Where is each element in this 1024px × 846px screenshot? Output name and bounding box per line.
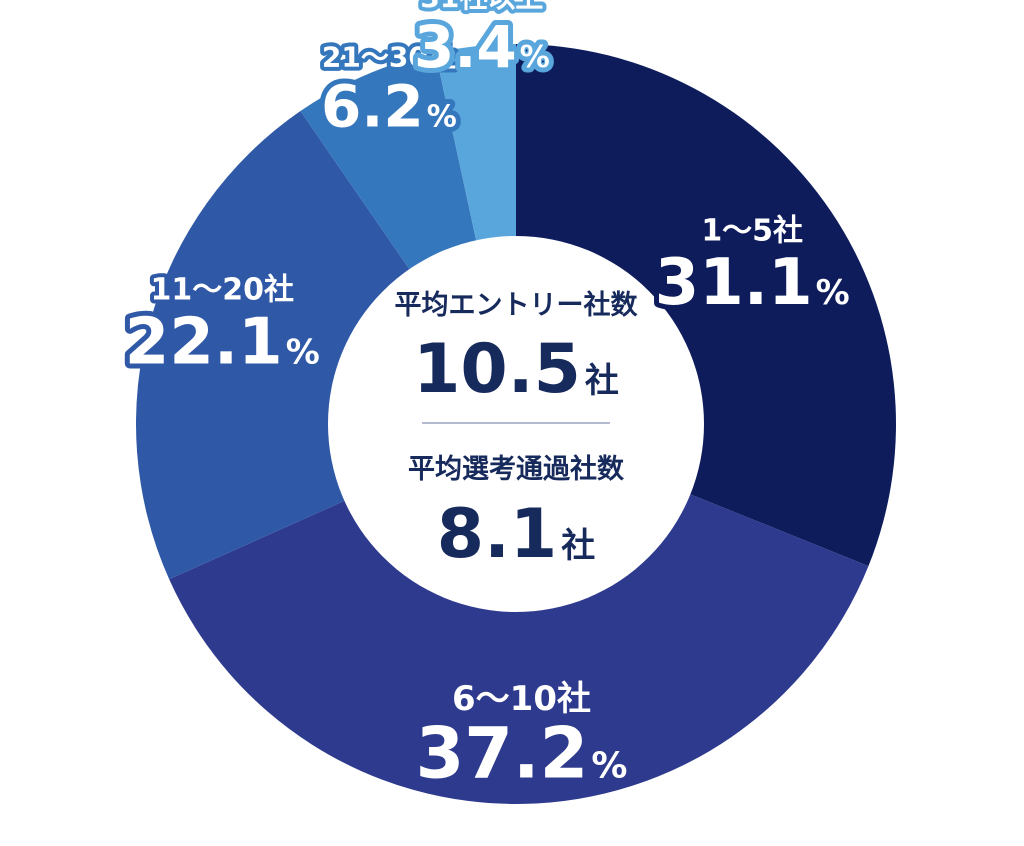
average-entry-label: 平均エントリー社数: [395, 289, 639, 321]
average-selection-value: 8.1 社: [437, 495, 595, 574]
center-summary: 平均エントリー社数 10.5 社 平均選考通過社数 8.1 社: [395, 289, 639, 574]
slice-2: [169, 424, 869, 804]
average-selection-label: 平均選考通過社数: [408, 453, 625, 485]
average-selection-number: 8.1: [437, 495, 557, 574]
slice-value-label: 37.2%: [416, 712, 628, 794]
average-entry-value: 10.5 社: [413, 330, 619, 409]
slice-value-label: 31.1%: [655, 246, 850, 320]
slice-category-label: 11～20社: [151, 273, 295, 308]
average-selection-unit: 社: [561, 526, 595, 566]
slice-category-label: 1～5社: [701, 214, 803, 249]
slice-value-label: 6.2%: [321, 72, 457, 140]
slice-value-label: 22.1%: [125, 305, 320, 379]
average-entry-unit: 社: [585, 361, 619, 401]
slice-category-label: 31社以上: [420, 0, 543, 14]
donut-hole: [328, 236, 704, 612]
slice-value-label: 3.4%: [414, 13, 550, 81]
slice-category-label: 6～10社: [452, 679, 591, 719]
average-entry-number: 10.5: [413, 330, 581, 409]
slice-category-label: 21～30社: [322, 40, 456, 73]
slice-label-5: 31社以上3.4%: [409, 0, 555, 86]
